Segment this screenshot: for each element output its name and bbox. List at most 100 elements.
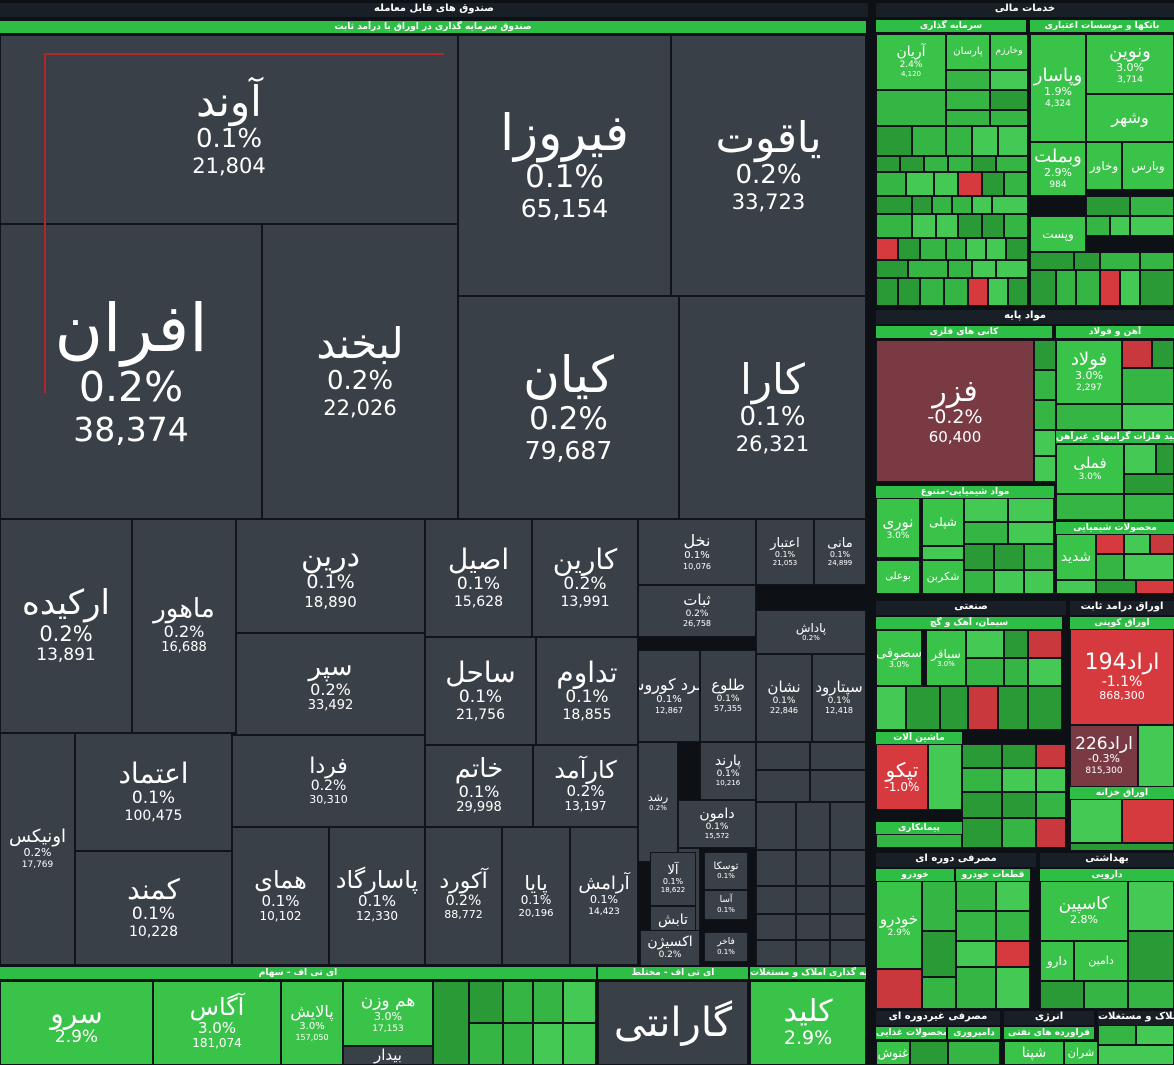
filler-tile[interactable] [996,260,1028,278]
filler-tile[interactable] [966,238,986,260]
filler-tile[interactable] [1036,792,1066,818]
filler-tile[interactable] [946,90,990,110]
filler-tile[interactable] [1120,270,1140,306]
stock-tile[interactable]: درین 0.1% 18,890 [236,519,425,633]
filler-tile[interactable] [994,570,1024,594]
filler-tile[interactable] [948,260,972,278]
filler-tile[interactable] [928,744,962,810]
filler-tile[interactable] [962,818,1002,848]
filler-tile[interactable] [996,967,1030,1009]
filler-tile[interactable] [1028,658,1062,686]
stock-tile[interactable]: فملی 3.0% [1056,444,1124,494]
stock-tile[interactable]: اراد226 -0.3% 815,300 [1070,725,1138,787]
stock-tile[interactable]: ماهور 0.2% 16,688 [132,519,236,733]
filler-tile[interactable] [1034,340,1056,370]
filler-tile[interactable] [956,967,996,1009]
filler-tile[interactable] [876,969,922,1009]
filler-tile[interactable] [946,70,990,90]
filler-tile[interactable] [946,126,972,156]
filler-tile[interactable] [1036,818,1066,848]
filler-tile[interactable] [898,238,920,260]
filler-tile[interactable] [956,941,996,967]
stock-tile[interactable]: پاسارگاد 0.1% 12,330 [329,827,425,965]
filler-tile[interactable] [503,1023,533,1065]
filler-tile[interactable] [876,156,900,172]
stock-tile[interactable]: آلا 0.1% 18,622 [650,852,696,906]
stock-tile[interactable]: سرو 2.9% [0,981,153,1065]
filler-tile[interactable] [1110,216,1130,236]
filler-tile[interactable] [958,214,982,238]
filler-tile[interactable] [810,770,866,802]
stock-tile[interactable]: آگاس 3.0% 181,074 [153,981,281,1065]
filler-tile[interactable] [876,196,912,214]
filler-tile[interactable] [1136,1025,1174,1045]
filler-tile[interactable] [948,156,972,172]
filler-tile[interactable] [1122,799,1174,843]
filler-tile[interactable] [1084,981,1128,1009]
filler-tile[interactable] [1140,252,1174,270]
stock-tile[interactable]: لبخند 0.2% 22,026 [262,224,458,519]
filler-tile[interactable] [1122,340,1152,368]
stock-tile[interactable]: کلید 2.9% [750,981,866,1065]
filler-tile[interactable] [1150,534,1174,554]
filler-tile[interactable] [1034,430,1056,456]
filler-tile[interactable] [1056,494,1124,520]
filler-tile[interactable] [1008,522,1054,544]
filler-tile[interactable] [1128,931,1174,981]
filler-tile[interactable] [1056,580,1096,594]
filler-tile[interactable] [1086,216,1110,236]
filler-tile[interactable] [1136,580,1174,594]
filler-tile[interactable] [964,522,1008,544]
filler-tile[interactable] [962,792,1002,818]
filler-tile[interactable] [1036,768,1066,792]
filler-tile[interactable] [944,278,968,306]
stock-tile[interactable]: توسکا 0.1% [704,852,748,890]
filler-tile[interactable] [1056,404,1122,430]
filler-tile[interactable] [1030,270,1056,306]
filler-tile[interactable] [972,260,996,278]
stock-tile[interactable]: وبارس [1122,142,1174,190]
stock-tile[interactable]: شکربن [922,560,964,594]
stock-tile[interactable]: تابش [650,906,696,934]
stock-tile[interactable]: بیدار [343,1046,433,1065]
filler-tile[interactable] [946,110,990,126]
stock-tile[interactable]: وخارزم [990,34,1028,70]
filler-tile[interactable] [756,914,796,940]
stock-tile[interactable]: کارآمد 0.2% 13,197 [533,745,638,827]
stock-tile[interactable]: همای 0.1% 10,102 [232,827,329,965]
stock-tile[interactable]: آوند 0.1% 21,804 [0,35,458,224]
stock-tile[interactable]: فیروزا 0.1% 65,154 [458,35,671,296]
filler-tile[interactable] [1056,270,1076,306]
stock-tile[interactable]: وپاسار 1.9% 4,324 [1030,34,1086,142]
stock-tile[interactable]: فولاد 3.0% 2,297 [1056,340,1122,404]
stock-tile[interactable]: دامون 0.1% 15,572 [678,800,756,848]
stock-tile[interactable]: شران [1064,1041,1098,1065]
filler-tile[interactable] [898,278,920,306]
stock-tile[interactable]: ثبات 0.2% 26,758 [638,585,756,637]
filler-tile[interactable] [533,981,563,1023]
filler-tile[interactable] [876,126,912,156]
stock-tile[interactable]: فاخر 0.1% [704,932,748,962]
stock-tile[interactable]: مانی 0.1% 24,899 [814,519,866,585]
stock-tile[interactable]: طلوع 0.1% 57,355 [700,650,756,742]
stock-tile[interactable]: گارانتی [598,981,748,1065]
stock-tile[interactable]: بوعلی [876,560,920,594]
filler-tile[interactable] [1002,792,1036,818]
filler-tile[interactable] [876,260,908,278]
filler-tile[interactable] [1024,570,1054,594]
filler-tile[interactable] [996,911,1030,941]
filler-tile[interactable] [1074,252,1100,270]
stock-tile[interactable]: اکسیژن 0.2% [640,930,700,966]
stock-tile[interactable]: پاداش 0.2% [756,610,866,654]
filler-tile[interactable] [876,834,962,848]
stock-tile[interactable]: زمرد کوروش0.1%12,867 [638,650,700,742]
filler-tile[interactable] [922,977,956,1009]
filler-tile[interactable] [972,156,996,172]
filler-tile[interactable] [990,90,1028,110]
filler-tile[interactable] [796,802,830,850]
filler-tile[interactable] [1070,843,1174,851]
filler-tile[interactable] [756,742,810,770]
filler-tile[interactable] [912,214,936,238]
filler-tile[interactable] [1076,270,1100,306]
filler-tile[interactable] [996,941,1030,967]
